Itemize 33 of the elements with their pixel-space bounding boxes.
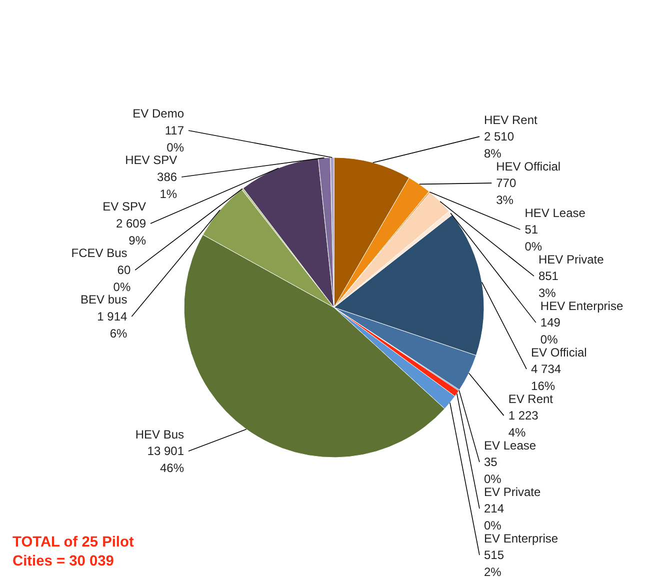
data-label: 13 901 46% [147, 444, 184, 475]
data-label: 117 0% [164, 124, 184, 154]
data-label: 2 510 8% [484, 130, 514, 160]
data-label: 1 223 4% [508, 408, 539, 440]
slice-label: EV Lease [484, 438, 536, 452]
slice-label: HEV Official [496, 159, 561, 174]
slice-label: EV Demo [132, 106, 184, 121]
slice-label: HEV SPV [125, 153, 178, 168]
slice-label: EV Rent [508, 392, 554, 406]
slice-label: HEV Lease [524, 206, 586, 220]
data-label: 35 0% [484, 455, 502, 486]
data-label: 149 0% [540, 316, 561, 346]
data-label: 1 914 6% [97, 310, 128, 340]
data-label: 515 2% [484, 548, 504, 579]
slice-label: HEV Bus [135, 427, 184, 442]
slice-label: HEV Enterprise [540, 298, 624, 313]
data-label: 2 609 9% [116, 216, 146, 248]
slice-label: EV Official [531, 345, 587, 360]
slice-label: HEV Rent [484, 112, 538, 127]
slice-label: EV Private [484, 484, 542, 499]
slice-label: FCEV Bus [71, 246, 128, 260]
slice-label: EV SPV [102, 200, 146, 214]
data-label: 60 0% [113, 263, 131, 294]
text: TOTAL of 25 Pilot Cities = 30 039 [12, 534, 134, 570]
slice-label: BEV bus [80, 292, 128, 307]
data-label: 51 0% [524, 222, 542, 254]
data-label: 4 734 16% [531, 362, 562, 393]
data-label: 214 0% [484, 502, 504, 532]
data-label: 770 3% [496, 176, 516, 207]
slice-label: EV Enterprise [484, 531, 558, 546]
data-label: 851 3% [538, 269, 559, 300]
slice-label: HEV Private [538, 252, 604, 266]
data-label: 386 1% [157, 170, 178, 201]
